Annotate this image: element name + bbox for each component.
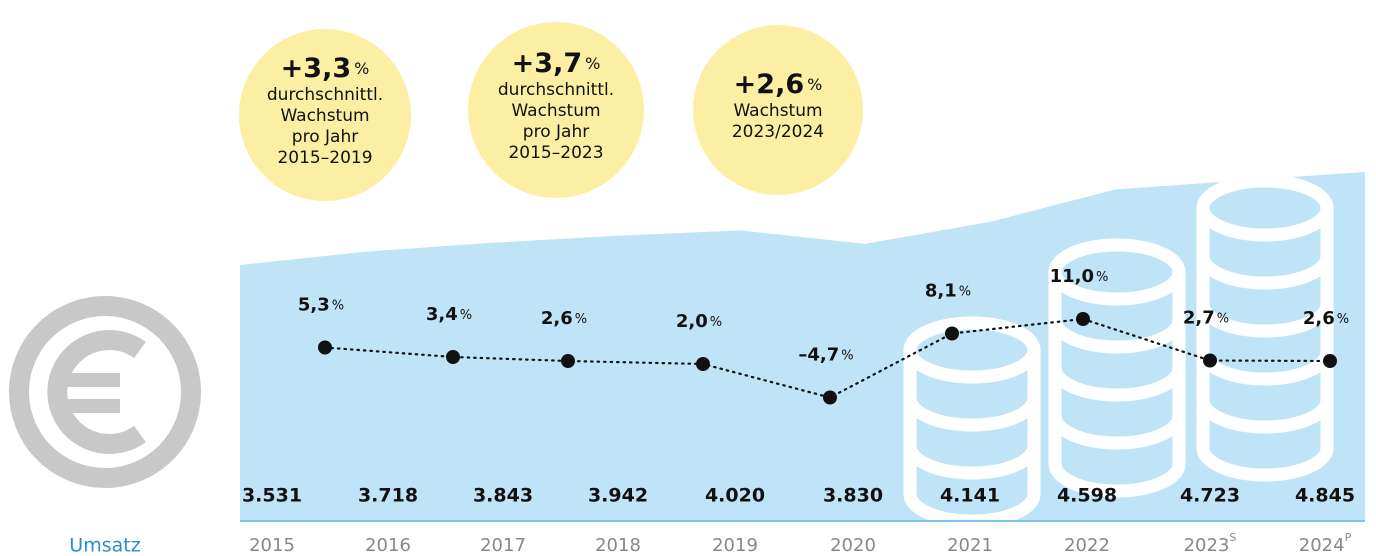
growth-label: 2,7% — [1183, 308, 1229, 329]
revenue-label: 3.830 — [823, 485, 883, 507]
growth-unit: % — [1337, 312, 1349, 327]
growth-dot — [945, 326, 959, 341]
year: 2015 — [249, 535, 295, 556]
bubble-line: Wachstum — [280, 106, 369, 126]
year: 2021 — [947, 535, 993, 556]
bubble-value-number: +3,3 — [281, 53, 351, 84]
x-tick-label: 2015 — [249, 535, 295, 556]
growth-unit: % — [710, 315, 722, 330]
growth-dot — [1076, 312, 1090, 326]
growth-label: 2,0% — [676, 311, 722, 332]
growth-unit: % — [332, 298, 344, 313]
revenue-label: 4.723 — [1180, 485, 1240, 507]
growth-dot — [823, 390, 837, 405]
bubble-value-number: +2,6 — [734, 69, 804, 100]
year: 2023 — [1184, 535, 1230, 556]
x-tick-label: 2023S — [1184, 531, 1237, 556]
bubble-line: durchschnittl. — [267, 85, 383, 105]
year-superscript: P — [1345, 531, 1352, 544]
growth-label: 5,3% — [298, 295, 344, 316]
year: 2017 — [480, 535, 526, 556]
growth-label: 3,4% — [426, 304, 472, 325]
year: 2020 — [830, 535, 876, 556]
revenue-label: 4.141 — [940, 485, 1000, 507]
growth-value: 5,3 — [298, 295, 330, 316]
year: 2018 — [595, 535, 641, 556]
bubble-line: durchschnittl. — [498, 80, 614, 100]
coin-stack — [903, 316, 1041, 528]
revenue-label: 4.845 — [1295, 485, 1355, 507]
year: 2016 — [365, 535, 411, 556]
bubble — [239, 29, 411, 201]
year: 2024 — [1299, 535, 1345, 556]
bubble-value: +3,7% — [512, 48, 601, 79]
growth-value: 8,1 — [925, 281, 957, 302]
growth-unit: % — [841, 348, 853, 363]
growth-unit: % — [1096, 270, 1108, 285]
revenue-label: 3.718 — [358, 485, 418, 507]
x-tick-label: 2019 — [712, 535, 758, 556]
coin-band — [1196, 400, 1334, 482]
growth-dot — [318, 340, 332, 355]
growth-label: 8,1% — [925, 281, 971, 302]
bubble-value: +3,3% — [281, 53, 370, 84]
revenue-label: 3.531 — [242, 485, 302, 507]
growth-value: 3,4 — [426, 304, 458, 325]
coin-stack — [1048, 238, 1186, 498]
bubble-value-number: +3,7 — [512, 48, 582, 79]
bubble-unit: % — [585, 54, 600, 73]
growth-value: 11,0 — [1050, 266, 1094, 287]
growth-value: –4,7 — [798, 345, 839, 366]
revenue-label: 3.843 — [473, 485, 533, 507]
year-superscript: S — [1229, 531, 1236, 544]
x-tick-label: 2024P — [1299, 531, 1352, 556]
growth-dot — [1323, 354, 1337, 368]
growth-dot — [1203, 353, 1217, 368]
growth-dot — [561, 354, 575, 368]
revenue-label: 4.020 — [705, 485, 765, 507]
bubble-line: 2015–2023 — [508, 143, 603, 163]
growth-value: 2,0 — [676, 311, 708, 332]
growth-unit: % — [959, 284, 971, 299]
growth-label: 11,0% — [1050, 266, 1109, 287]
bubble-line: pro Jahr — [523, 122, 589, 142]
growth-value: 2,6 — [1303, 308, 1335, 329]
coin-band — [1048, 416, 1186, 498]
growth-unit: % — [460, 308, 472, 323]
x-tick-label: 2022 — [1064, 535, 1110, 556]
bubble — [693, 25, 863, 195]
x-tick-label: 2018 — [595, 535, 641, 556]
growth-value: 2,7 — [1183, 308, 1215, 329]
growth-unit: % — [1217, 311, 1229, 326]
bubble-line: 2015–2019 — [277, 148, 372, 168]
growth-label: 2,6% — [541, 308, 587, 329]
growth-dot — [696, 357, 710, 371]
bubble-line: pro Jahr — [292, 127, 358, 147]
x-tick-label: 2021 — [947, 535, 993, 556]
euro-icon — [9, 296, 201, 488]
bubble — [468, 22, 644, 198]
growth-label: –4,7% — [798, 345, 853, 366]
growth-label: 2,6% — [1303, 308, 1349, 329]
bubble-value: +2,6% — [734, 69, 823, 100]
bubble-unit: % — [354, 59, 369, 78]
bubble-unit: % — [807, 75, 822, 94]
year: 2019 — [712, 535, 758, 556]
revenue-label: 4.598 — [1057, 485, 1117, 507]
bubble-line: Wachstum — [511, 101, 600, 121]
bubble-line: Wachstum — [733, 101, 822, 121]
x-tick-label: 2020 — [830, 535, 876, 556]
x-tick-label: 2017 — [480, 535, 526, 556]
x-tick-label: 2016 — [365, 535, 411, 556]
growth-unit: % — [575, 312, 587, 327]
year: 2022 — [1064, 535, 1110, 556]
growth-dot — [446, 350, 460, 364]
bubble-line: 2023/2024 — [732, 122, 824, 142]
revenue-label: 3.942 — [588, 485, 648, 507]
growth-value: 2,6 — [541, 308, 573, 329]
series-label: Umsatz — [69, 535, 140, 556]
